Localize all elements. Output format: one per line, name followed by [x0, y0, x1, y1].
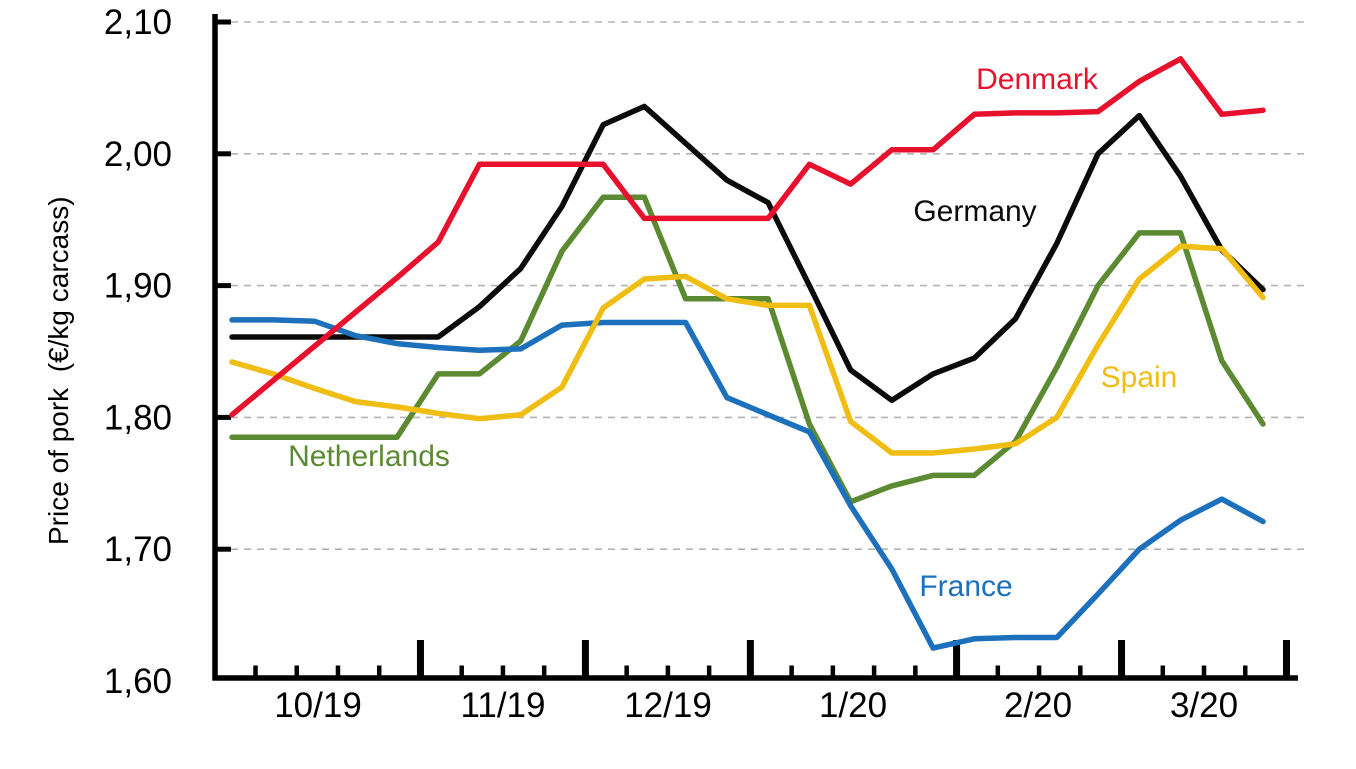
y-tick-label: 1,60 [104, 662, 172, 701]
x-tick-label-10-19: 10/19 [274, 686, 362, 725]
line-spain [229, 243, 1266, 456]
y-tick-label: 1,80 [104, 398, 172, 437]
line-france [229, 317, 1266, 651]
y-ticks [217, 19, 231, 552]
series-label-netherlands: Netherlands [288, 440, 450, 473]
series-label-germany: Germany [913, 195, 1036, 228]
x-tick-label-2-20: 2/20 [1004, 686, 1072, 725]
x-ticks [253, 640, 1290, 678]
series-label-france: France [919, 570, 1012, 603]
x-tick-label-11-19: 11/19 [461, 686, 546, 725]
x-tick-label-1-20: 1/20 [819, 686, 887, 725]
series-labels: Germany Netherlands France Spain Denmark [288, 63, 1177, 603]
line-germany [229, 103, 1266, 404]
series-label-denmark: Denmark [976, 63, 1099, 96]
line-netherlands [229, 194, 1266, 505]
axes [212, 14, 1298, 681]
y-tick-label: 2,10 [104, 3, 172, 42]
series-lines [229, 56, 1266, 651]
series-label-spain: Spain [1101, 361, 1178, 394]
y-tick-labels: 1,60 1,70 1,80 1,90 2,00 2,10 [104, 3, 172, 701]
x-tick-label-3-20: 3/20 [1170, 686, 1238, 725]
line-denmark [229, 56, 1266, 418]
y-axis-title: Price of pork (€/kg carcass) [43, 196, 74, 545]
y-tick-label: 1,90 [104, 267, 172, 306]
x-tick-labels: 10/19 11/19 12/19 1/20 2/20 3/20 [274, 686, 1238, 725]
x-tick-label-12-19: 12/19 [624, 686, 712, 725]
y-tick-label: 2,00 [104, 135, 172, 174]
y-tick-label: 1,70 [104, 530, 172, 569]
